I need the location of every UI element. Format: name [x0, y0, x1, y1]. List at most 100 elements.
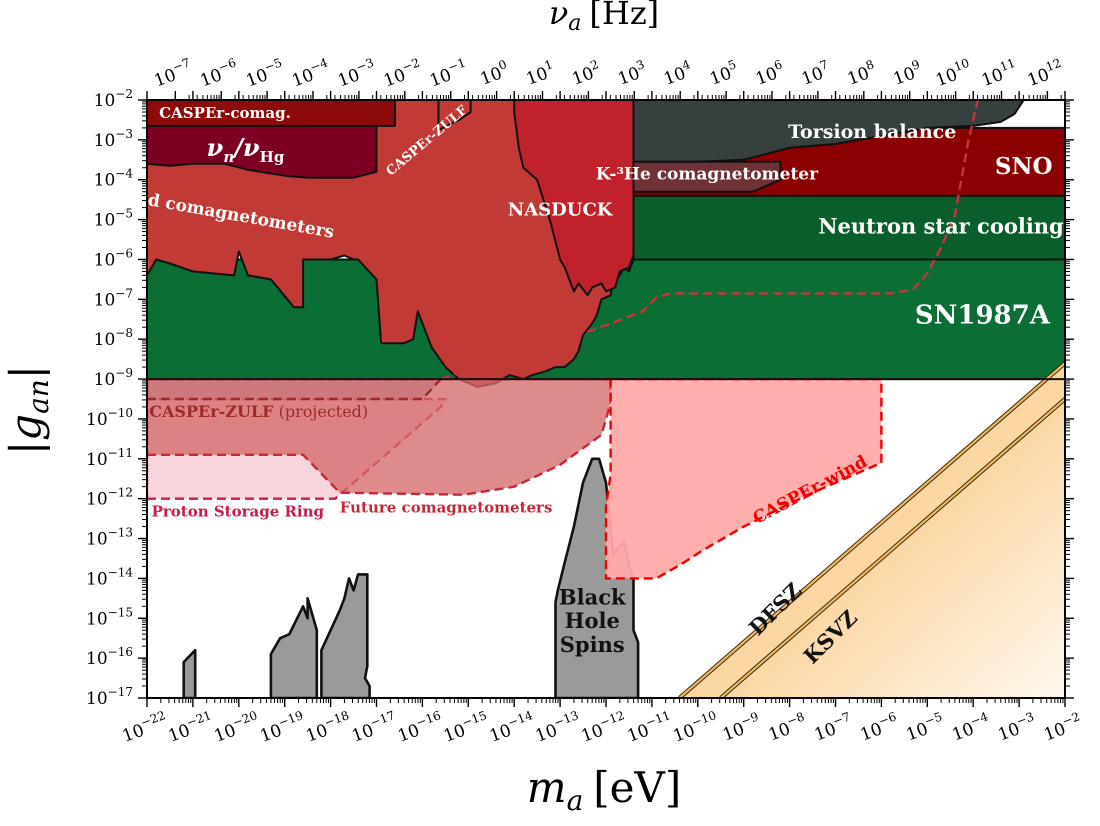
label-spins: Spins	[560, 632, 625, 657]
top-tick-label: 10−4	[288, 55, 334, 91]
top-axis-title: νa [Hz]	[549, 0, 659, 36]
label-sn1987a: SN1987A	[915, 300, 1051, 330]
label-black: Black	[559, 584, 626, 609]
top-tick-label: 101	[522, 57, 558, 90]
y-tick-label: 10−5	[94, 207, 133, 231]
axion-line-dfsz	[678, 362, 1065, 698]
region-nasduck	[513, 100, 635, 297]
y-tick-label: 10−3	[94, 127, 133, 151]
x-axis-title-unit: [eV]	[593, 763, 681, 812]
projected-regions	[147, 377, 883, 580]
x-tick-label: 10−3	[994, 709, 1039, 745]
x-tick-label: 10−16	[394, 708, 446, 747]
axis-ticks	[138, 91, 1074, 707]
x-axis-title-sub: a	[567, 784, 584, 817]
x-tick-label: 10−10	[669, 708, 721, 747]
y-axis-title-bar-right: |	[1, 365, 50, 379]
y-tick-label: 10−2	[94, 87, 133, 111]
x-tick-label: 10−2	[1040, 709, 1085, 745]
top-tick-label: 107	[798, 57, 834, 90]
region-casper-zulf-exp	[437, 100, 472, 131]
label-sno: SNO	[995, 153, 1053, 180]
y-axis-title-bar-left: |g	[1, 414, 50, 455]
top-tick-label: 109	[889, 57, 925, 90]
y-tick-label: 10−15	[86, 605, 133, 629]
y-tick-label: 10−13	[86, 526, 133, 550]
x-tick-label: 10−13	[532, 708, 584, 747]
top-axis-title-unit: [Hz]	[589, 0, 659, 32]
x-axis-title-symbol: m	[527, 763, 567, 812]
x-tick-label: 10−11	[623, 708, 675, 747]
x-tick-label: 10−22	[118, 708, 170, 747]
y-tick-label: 10−8	[94, 326, 133, 350]
region-bhs-small-3	[320, 573, 371, 698]
x-tick-label: 10−19	[256, 708, 308, 747]
label-k-he-comagnetometer: K-³He comagnetometer	[596, 165, 819, 185]
plot-area: SN1987A Neutron star cooling SNO Torsion ba…	[147, 100, 1065, 698]
top-tick-label: 10−3	[334, 55, 379, 91]
region-bhs-small-2	[269, 596, 319, 698]
label-torsion-balance: Torsion balance	[788, 121, 956, 143]
x-tick-label: 10−20	[210, 708, 262, 747]
y-tick-label: 10−10	[86, 406, 133, 430]
constraint-regions	[147, 100, 1065, 698]
projection-lines	[147, 100, 1065, 381]
x-tick-label: 10−12	[577, 708, 629, 747]
y-tick-label: 10−14	[86, 565, 133, 589]
y-axis-title: |gan|	[1, 365, 55, 455]
top-tick-label: 102	[568, 57, 604, 90]
x-tick-label: 10−15	[440, 708, 492, 747]
top-tick-label: 103	[614, 57, 650, 90]
top-tick-label: 1010	[932, 56, 975, 91]
top-tick-label: 10−1	[426, 55, 471, 91]
x-tick-label: 10−21	[164, 708, 216, 747]
region-casper-comag	[147, 100, 396, 127]
label-nu-n-nu-hg: νn/νHg	[207, 133, 285, 166]
x-tick-label: 10−14	[486, 708, 539, 747]
top-tick-label: 10−6	[196, 55, 241, 91]
x-tick-label: 10−18	[302, 708, 354, 747]
label-casper-zulf: CASPEr-ZULF (projected)	[149, 402, 368, 421]
region-nu-n-nu-hg	[147, 120, 378, 179]
y-tick-label: 10−6	[94, 246, 133, 270]
y-tick-label: 10−11	[86, 446, 133, 470]
x-tick-label: 10−6	[856, 709, 901, 745]
label-neutron-star-cooling: Neutron star cooling	[818, 214, 1064, 239]
x-tick-label: 10−17	[348, 708, 400, 747]
top-tick-label: 105	[706, 57, 742, 90]
y-tick-label: 10−4	[94, 167, 134, 191]
label-casper-comag: CASPEr-comag.	[159, 104, 291, 122]
x-tick-label: 10−9	[719, 709, 764, 745]
label-future-comagnetometers: Future comagnetometers	[340, 499, 553, 517]
top-tick-label: 100	[476, 57, 512, 90]
x-tick-label: 10−5	[902, 709, 947, 745]
axion-line-ksvz	[720, 398, 1065, 698]
x-axis-title: ma [eV]	[527, 763, 682, 817]
label-proton-storage-ring: Proton Storage Ring	[152, 503, 325, 521]
top-tick-label: 10−2	[380, 55, 425, 91]
y-tick-label: 10−9	[94, 366, 133, 390]
projection-line-future-comagnetometers	[440, 100, 979, 381]
top-tick-label: 106	[752, 57, 788, 90]
top-axis-title-symbol: ν	[549, 0, 568, 32]
x-tick-label: 10−8	[765, 709, 810, 745]
top-tick-label: 1011	[978, 56, 1021, 91]
x-tick-label: 10−4	[948, 709, 994, 745]
y-tick-label: 10−17	[86, 685, 133, 709]
top-tick-label: 10−5	[242, 55, 287, 91]
x-tick-label: 10−7	[811, 709, 856, 745]
projection-casper-wind	[604, 377, 883, 580]
label-nasduck: NASDUCK	[508, 200, 614, 221]
y-tick-label: 10−16	[86, 645, 133, 669]
y-axis-title-sub: an	[22, 379, 55, 414]
top-tick-label: 1012	[1024, 56, 1067, 91]
y-tick-label: 10−7	[94, 286, 133, 310]
projection-casper-zulf-projected	[147, 377, 444, 401]
axion-model-bands	[678, 361, 1065, 698]
top-tick-label: 104	[660, 57, 696, 90]
label-hole: Hole	[565, 608, 620, 633]
y-tick-label: 10−12	[86, 486, 133, 510]
region-bhs-small-1	[182, 648, 197, 698]
top-tick-label: 108	[844, 57, 880, 90]
